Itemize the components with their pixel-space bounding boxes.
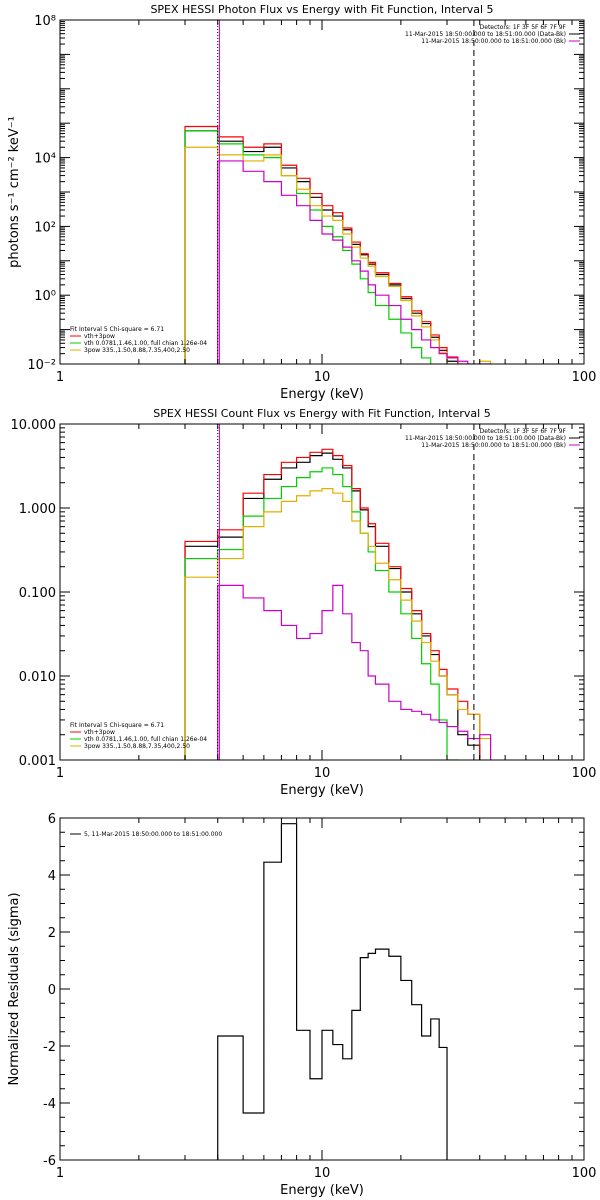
series-group xyxy=(184,125,492,364)
y-tick-label: 0.001 xyxy=(19,754,56,769)
y-tick-label: -4 xyxy=(43,1097,56,1112)
x-tick-label: 1 xyxy=(56,370,64,385)
y-tick-label: -2 xyxy=(43,1040,56,1055)
fit-legend-entry: vth+3pow xyxy=(84,333,115,340)
chart-panel-resid: 1 10 100 -6 -4 -2 0 2 4 6 Energy (keV) Normalized R… xyxy=(7,812,597,1198)
y-tick-label: 4 xyxy=(48,869,56,884)
y-tick-label: 10⁻² xyxy=(27,358,56,373)
x-tick-label: 1 xyxy=(56,1166,64,1181)
series-line-3 xyxy=(184,146,492,364)
legend-top-entry: Detectors: 1F 3F 5F 6F 7F 9F xyxy=(480,24,567,31)
plot-frame xyxy=(59,423,585,761)
plot-frame xyxy=(59,817,585,1161)
y-tick-label: 6 xyxy=(48,812,56,827)
x-axis-label: Energy (keV) xyxy=(280,1183,364,1198)
x-tick-label: 10 xyxy=(314,1166,331,1181)
chart-panel-photon: SPEX HESSI Photon Flux vs Energy with Fi… xyxy=(7,3,597,402)
series-group xyxy=(184,448,492,760)
x-axis-label: Energy (keV) xyxy=(280,783,364,798)
fit-legend-title: Fit Interval 5 Chi-square = 6.71 xyxy=(70,722,164,729)
y-tick-label: 10⁸ xyxy=(34,14,56,29)
y-tick-label: 10⁴ xyxy=(34,152,56,167)
series-line-0 xyxy=(184,130,459,364)
legend-top-entry: 11-Mar-2015 18:50:00.000 to 18:51:00.000… xyxy=(405,31,566,38)
fit-legend-entry: 3pow 335.,1.50,8.88,7.35,400,2.50 xyxy=(84,347,190,354)
series-line-3 xyxy=(184,488,492,760)
x-tick-label: 10 xyxy=(314,766,331,781)
fit-legend-entry: vth 0.0781,1.46,1.00, full chian 1.26e-0… xyxy=(84,736,207,743)
chart-title: SPEX HESSI Count Flux vs Energy with Fit… xyxy=(153,407,490,420)
series-group xyxy=(217,823,448,1160)
y-tick-label: 0 xyxy=(48,983,56,998)
series-line-1 xyxy=(184,448,481,760)
x-axis-label: Energy (keV) xyxy=(280,387,364,402)
x-tick-label: 1 xyxy=(56,766,64,781)
plot-frame xyxy=(59,19,585,365)
y-axis-label: Normalized Residuals (sigma) xyxy=(7,892,22,1085)
series-line-2 xyxy=(184,467,459,760)
legend-top-entry: 11-Mar-2015 18:50:00.000 to 18:51:00.000… xyxy=(421,442,566,449)
legend-entry: 5, 11-Mar-2015 18:50:00.000 to 18:51:00.… xyxy=(84,831,222,838)
series-line-4 xyxy=(217,160,492,364)
x-tick-label: 100 xyxy=(572,766,597,781)
legend-top-entry: 11-Mar-2015 18:50:00.000 to 18:51:00.000… xyxy=(405,435,566,442)
y-axis-label: photons s⁻¹ cm⁻² keV⁻¹ xyxy=(7,116,22,268)
x-tick-label: 10 xyxy=(314,370,331,385)
fit-legend-entry: vth 0.0781,1.46,1.00, full chian 1.26e-0… xyxy=(84,340,207,347)
x-tick-label: 100 xyxy=(572,1166,597,1181)
chart-title: SPEX HESSI Photon Flux vs Energy with Fi… xyxy=(150,3,493,16)
fit-legend-entry: vth+3pow xyxy=(84,729,115,736)
fit-legend-title: Fit Interval 5 Chi-square = 6.71 xyxy=(70,326,164,333)
series-line-4 xyxy=(217,584,492,760)
fit-legend-entry: 3pow 335.,1.50,8.88,7.35,400,2.50 xyxy=(84,743,190,750)
y-tick-label: 1.000 xyxy=(19,502,56,517)
series-line-0 xyxy=(217,823,448,1160)
y-tick-label: 10.000 xyxy=(11,418,57,433)
y-tick-label: 2 xyxy=(48,926,56,941)
chart-panel-count: SPEX HESSI Count Flux vs Energy with Fit… xyxy=(11,407,597,798)
y-tick-label: 0.010 xyxy=(19,670,56,685)
legend-top-entry: 11-Mar-2015 18:50:00.000 to 18:51:00.000… xyxy=(421,38,566,45)
series-line-0 xyxy=(184,452,481,760)
x-tick-label: 100 xyxy=(572,370,597,385)
y-tick-label: 10² xyxy=(34,220,56,235)
legend-top-entry: Detectors: 1F 3F 5F 6F 7F 9F xyxy=(480,428,567,435)
y-tick-label: 10⁰ xyxy=(34,289,56,304)
y-tick-label: -6 xyxy=(43,1154,56,1169)
y-tick-label: 0.100 xyxy=(19,586,56,601)
series-line-1 xyxy=(184,125,469,364)
